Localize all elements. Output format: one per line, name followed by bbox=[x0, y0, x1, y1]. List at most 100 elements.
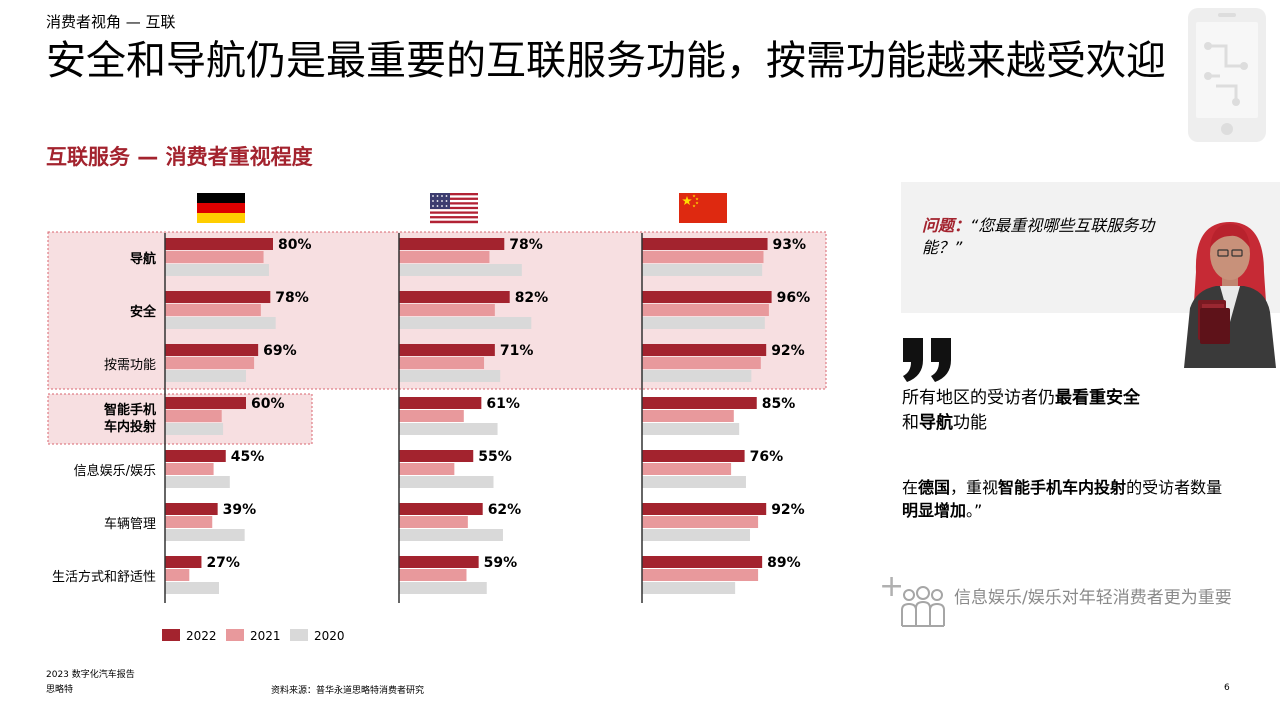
usa-flag-stripe bbox=[430, 218, 478, 221]
bar-2020 bbox=[642, 476, 746, 488]
usa-flag-stripe bbox=[430, 193, 478, 196]
bar-2020 bbox=[642, 370, 752, 382]
bar-2020 bbox=[642, 582, 736, 594]
category-label-line: 安全 bbox=[130, 304, 157, 320]
bar-2022 bbox=[399, 238, 505, 250]
category-label-line: 导航 bbox=[130, 251, 156, 267]
bar-2022 bbox=[399, 503, 483, 515]
section-label: 消费者视角 — 互联 bbox=[46, 13, 176, 31]
bar-2020 bbox=[642, 317, 765, 329]
usa-flag-star bbox=[445, 205, 448, 207]
bar-2020 bbox=[642, 529, 750, 541]
bar-2021 bbox=[399, 304, 495, 316]
data-label: 59% bbox=[484, 555, 518, 571]
bar-2022 bbox=[165, 556, 202, 568]
bar-2021 bbox=[642, 304, 769, 316]
usa-flag-stripe bbox=[430, 216, 478, 219]
data-label: 89% bbox=[767, 555, 801, 571]
bar-2022 bbox=[642, 556, 763, 568]
insight-2-bold-b: 智能手机车内投射 bbox=[998, 478, 1127, 497]
page-number: 6 bbox=[1224, 683, 1230, 693]
usa-flag-stripe bbox=[430, 199, 478, 203]
china-flag-small-star bbox=[692, 204, 696, 208]
usa-flag-canton bbox=[430, 193, 450, 209]
bar-2021 bbox=[642, 251, 764, 263]
legend-swatch-2021 bbox=[226, 629, 244, 641]
data-label: 96% bbox=[777, 290, 811, 306]
chart-subtitle: 互联服务 — 消费者重视程度 bbox=[46, 145, 313, 169]
china-flag-small-star bbox=[695, 201, 699, 205]
usa-flag-stripe bbox=[430, 204, 478, 208]
insight-2: 在德国，重视智能手机车内投射的受访者数量明显增加。” bbox=[902, 476, 1232, 522]
insight-1-bold-a: 最看重安全 bbox=[1055, 388, 1140, 408]
china-flag-small-star bbox=[692, 194, 696, 198]
bar-2021 bbox=[642, 516, 759, 528]
bar-2022 bbox=[399, 344, 495, 356]
china-flag-small-star bbox=[695, 197, 699, 201]
usa-flag-stripe bbox=[430, 206, 478, 210]
insight-1-text-c: 功能 bbox=[953, 413, 987, 433]
category-label: 车辆管理 bbox=[104, 516, 156, 532]
bar-2022 bbox=[642, 450, 745, 462]
bar-2020 bbox=[165, 423, 224, 435]
bar-2021 bbox=[165, 463, 214, 475]
bar-2022 bbox=[165, 238, 273, 250]
data-label: 80% bbox=[278, 237, 312, 253]
bar-2021 bbox=[642, 463, 732, 475]
people-icon bbox=[901, 586, 945, 627]
data-label: 92% bbox=[771, 343, 805, 359]
bar-2022 bbox=[165, 397, 246, 409]
usa-flag-stripe bbox=[430, 197, 478, 201]
bar-2021 bbox=[642, 569, 759, 581]
usa-flag-stripe bbox=[430, 211, 478, 214]
bar-2021 bbox=[399, 463, 455, 475]
insight-2-text-c: 的受访者数量 bbox=[1126, 478, 1223, 497]
category-label-line: 智能手机 bbox=[104, 402, 156, 418]
data-label: 82% bbox=[515, 290, 549, 306]
bar-2022 bbox=[642, 503, 767, 515]
data-label: 45% bbox=[231, 449, 265, 465]
footer-source: 资料来源：普华永道思略特消费者研究 bbox=[271, 686, 425, 696]
bar-2020 bbox=[399, 423, 498, 435]
category-label-line: 信息娱乐/娱乐 bbox=[74, 463, 156, 479]
data-label: 78% bbox=[509, 237, 543, 253]
bar-2022 bbox=[165, 344, 259, 356]
bar-2020 bbox=[399, 582, 487, 594]
usa-flag-stripe bbox=[430, 220, 478, 224]
usa-flag bbox=[430, 193, 478, 224]
category-label-line: 按需功能 bbox=[104, 358, 156, 373]
bar-2020 bbox=[165, 529, 245, 541]
usa-flag-star bbox=[432, 200, 434, 202]
usa-flag-stripe bbox=[430, 213, 478, 217]
usa-flag-star bbox=[432, 205, 434, 207]
bar-2022 bbox=[399, 397, 482, 409]
question-text: 问题：“您最重视哪些互联服务功能？” bbox=[922, 215, 1172, 259]
data-label: 85% bbox=[762, 396, 796, 412]
bar-2021 bbox=[399, 516, 468, 528]
germany-flag-stripe-black bbox=[197, 193, 245, 203]
footer-report-line1: 2023 数字化汽车报告 bbox=[46, 670, 135, 680]
phone-icon bbox=[1188, 8, 1266, 142]
bar-2022 bbox=[399, 291, 510, 303]
data-label: 27% bbox=[206, 555, 240, 571]
bar-2021 bbox=[642, 357, 761, 369]
person-illustration bbox=[1184, 222, 1276, 368]
category-label: 按需功能 bbox=[104, 358, 156, 373]
bar-2022 bbox=[642, 238, 768, 250]
usa-flag-stripe bbox=[430, 209, 478, 212]
insight-1-text-b: 和 bbox=[902, 413, 919, 433]
page-title: 安全和导航仍是最重要的互联服务功能，按需功能越来越受欢迎 bbox=[46, 38, 1166, 84]
bar-2020 bbox=[165, 317, 276, 329]
legend-label: 2020 bbox=[314, 629, 345, 643]
category-label: 智能手机车内投射 bbox=[104, 402, 156, 435]
legend-swatch-2022 bbox=[162, 629, 180, 641]
bar-2021 bbox=[165, 516, 213, 528]
bar-2020 bbox=[399, 264, 522, 276]
bar-2022 bbox=[399, 556, 479, 568]
bar-2020 bbox=[642, 423, 740, 435]
legend-label: 2022 bbox=[186, 629, 217, 643]
usa-flag-stripe bbox=[430, 202, 478, 205]
bar-2021 bbox=[165, 357, 255, 369]
category-label: 信息娱乐/娱乐 bbox=[74, 463, 156, 479]
